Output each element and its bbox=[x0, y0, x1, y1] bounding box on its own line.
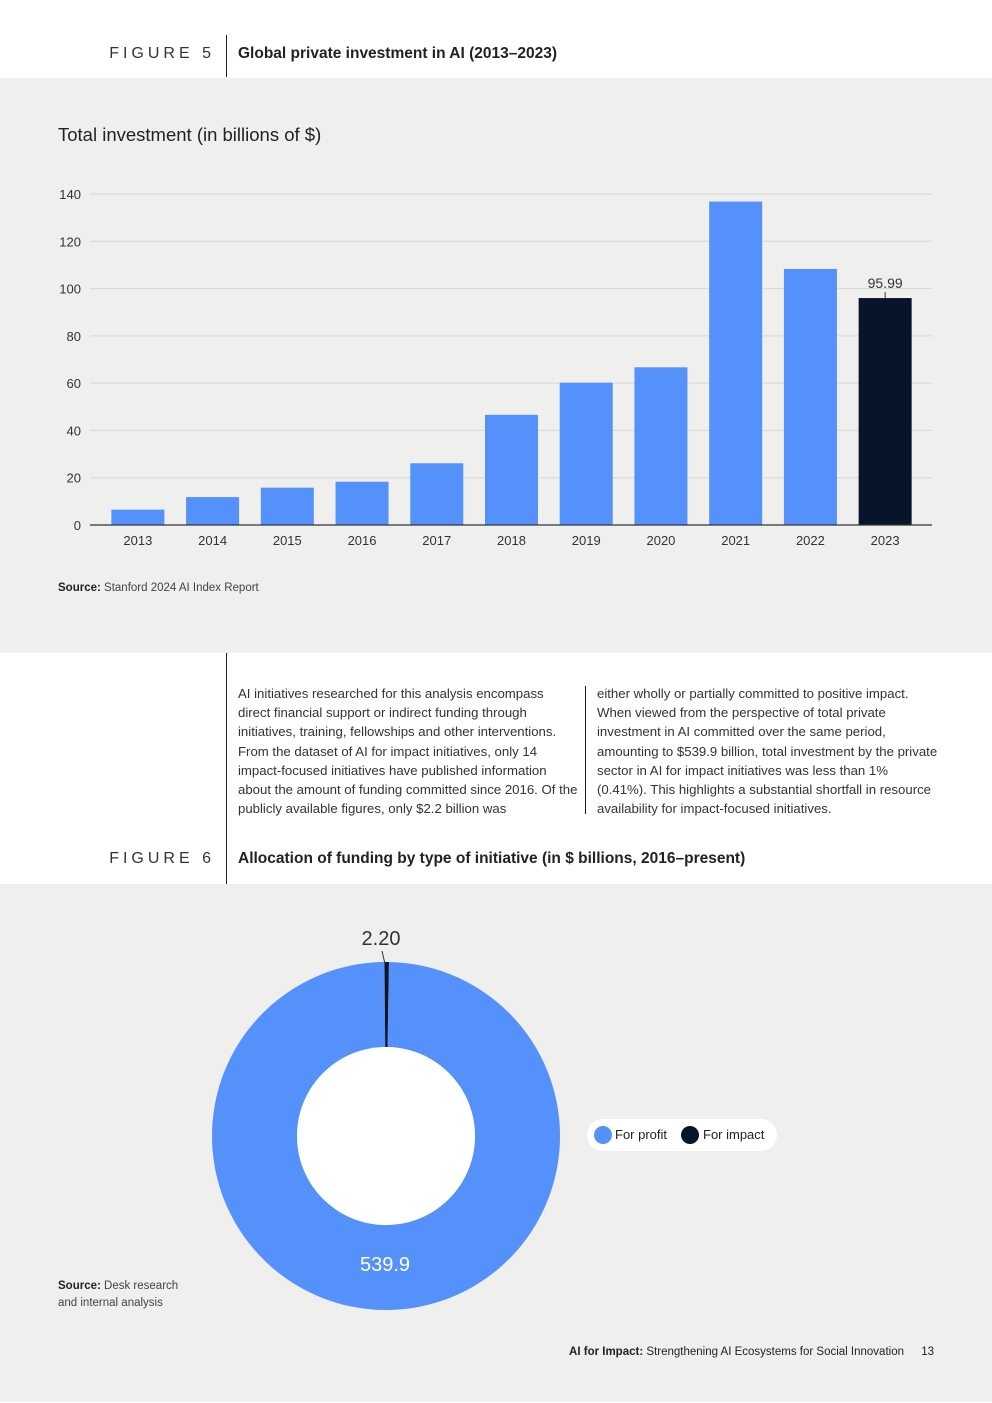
x-tick-label: 2016 bbox=[348, 533, 377, 548]
figure6-title: Allocation of funding by type of initiat… bbox=[238, 850, 746, 867]
bar-2021 bbox=[709, 201, 763, 525]
slice-for-impact bbox=[384, 962, 389, 1048]
x-tick-label: 2017 bbox=[422, 533, 451, 548]
y-tick-label: 100 bbox=[59, 282, 81, 297]
x-tick-label: 2019 bbox=[572, 533, 601, 548]
x-tick-label: 2015 bbox=[273, 533, 302, 548]
donut-chart: 2.20 539.9 bbox=[212, 928, 561, 1310]
data-label-2023: 95.99 bbox=[868, 275, 903, 291]
bar-chart: 0 20 40 60 80 100 120 140 2013 2014 2015 2016 2017 20… bbox=[59, 187, 932, 548]
source-text: Stanford 2024 AI Index Report bbox=[104, 582, 259, 594]
footer-report-label: AI for Impact: bbox=[569, 1346, 644, 1358]
figure6-header: FIGURE 6 Allocation of funding by type o… bbox=[0, 850, 992, 896]
source-label: Source: bbox=[58, 582, 101, 594]
y-tick-label: 80 bbox=[67, 329, 81, 344]
body-column-1: AI initiatives researched for this analy… bbox=[238, 686, 578, 817]
bar-2014 bbox=[186, 497, 240, 525]
bar-2015 bbox=[260, 487, 314, 525]
figure6-label: FIGURE 6 bbox=[109, 850, 215, 867]
bar-2019 bbox=[559, 382, 613, 525]
legend-swatch-for-profit bbox=[594, 1126, 612, 1144]
column-divider bbox=[585, 686, 586, 814]
footer-report-title: Strengthening AI Ecosystems for Social I… bbox=[646, 1346, 904, 1358]
data-label-for-profit: 539.9 bbox=[360, 1254, 410, 1276]
bar-2016 bbox=[335, 481, 389, 525]
y-tick-label: 0 bbox=[74, 518, 81, 533]
left-divider bbox=[226, 653, 227, 884]
y-tick-label: 120 bbox=[59, 234, 81, 249]
x-tick-label: 2021 bbox=[721, 533, 750, 548]
figure5-header: FIGURE 5 Global private investment in AI… bbox=[0, 35, 992, 91]
figure6-source: Source: Desk research and internal analy… bbox=[58, 1278, 178, 1312]
page-footer: AI for Impact: Strengthening AI Ecosyste… bbox=[569, 1346, 934, 1358]
x-tick-label: 2022 bbox=[796, 533, 825, 548]
y-tick-label: 60 bbox=[67, 376, 81, 391]
legend-swatch-for-impact bbox=[681, 1126, 699, 1144]
x-tick-label: 2018 bbox=[497, 533, 526, 548]
bar-2017 bbox=[410, 463, 464, 525]
source-text-line1: Desk research bbox=[104, 1280, 179, 1292]
x-tick-label: 2023 bbox=[871, 533, 900, 548]
x-tick-label: 2020 bbox=[646, 533, 675, 548]
chart-title: Total investment (in billions of $) bbox=[58, 124, 322, 145]
bar-2018 bbox=[485, 414, 538, 525]
figure5-title: Global private investment in AI (2013–20… bbox=[238, 45, 558, 62]
bar-2020 bbox=[634, 367, 688, 525]
donut-hole bbox=[297, 1047, 475, 1225]
bar-2013 bbox=[111, 509, 165, 525]
bar-2023 bbox=[858, 298, 912, 525]
page-number: 13 bbox=[921, 1346, 934, 1358]
x-tick-label: 2014 bbox=[198, 533, 227, 548]
body-column-2: either wholly or partially committed to … bbox=[597, 686, 938, 817]
chart-legend: For profit For impact bbox=[587, 1119, 777, 1151]
y-tick-label: 40 bbox=[67, 423, 81, 438]
legend-label-for-profit: For profit bbox=[615, 1127, 668, 1142]
figure6-panel: 2.20 539.9 For profit For impact Source: … bbox=[0, 884, 992, 1402]
source-text-line2: and internal analysis bbox=[58, 1297, 163, 1309]
bar-2022 bbox=[783, 268, 837, 525]
figure5-panel: Total investment (in billions of $) 0 20 4… bbox=[0, 78, 992, 653]
slice-for-profit bbox=[212, 962, 561, 1310]
y-tick-label: 20 bbox=[67, 471, 81, 486]
figure5-source: Source: Stanford 2024 AI Index Report bbox=[58, 580, 259, 597]
data-label-for-impact: 2.20 bbox=[362, 928, 401, 950]
legend-label-for-impact: For impact bbox=[703, 1127, 765, 1142]
data-label-leader bbox=[381, 950, 386, 965]
y-tick-label: 140 bbox=[59, 187, 81, 202]
source-label: Source: bbox=[58, 1280, 101, 1292]
figure5-label: FIGURE 5 bbox=[109, 45, 215, 62]
figure5-divider bbox=[226, 35, 227, 77]
x-tick-label: 2013 bbox=[123, 533, 152, 548]
